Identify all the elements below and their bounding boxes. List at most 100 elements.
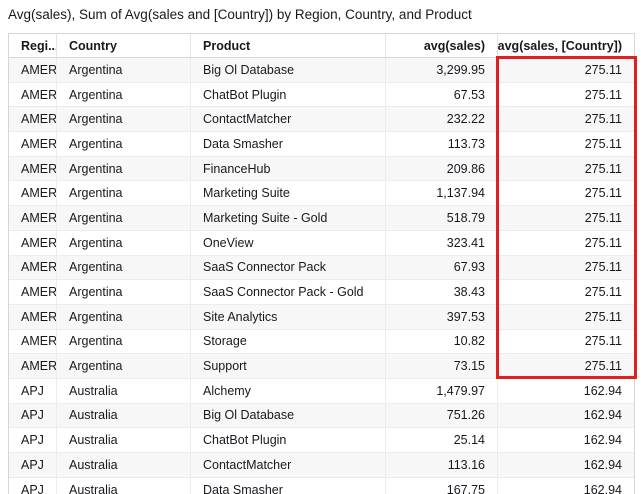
- table-cell[interactable]: Argentina: [57, 107, 191, 132]
- table-cell[interactable]: 162.94: [583, 383, 622, 398]
- table-cell[interactable]: 162.94: [583, 482, 622, 494]
- table-cell[interactable]: 275.11: [584, 186, 622, 201]
- table-cell[interactable]: Big Ol Database: [191, 403, 386, 428]
- table-cell[interactable]: 67.53: [386, 82, 498, 107]
- table-row[interactable]: APJ Australia ContactMatcher 113.16 162.94: [9, 453, 634, 478]
- table-cell[interactable]: AMER: [9, 354, 57, 378]
- table-cell[interactable]: 162.94: [583, 408, 622, 423]
- table-cell[interactable]: ChatBot Plugin: [191, 82, 386, 107]
- table-cell[interactable]: 323.41: [386, 230, 498, 255]
- table-cell[interactable]: 67.93: [386, 255, 498, 280]
- table-cell[interactable]: AMER: [9, 329, 57, 354]
- table-cell[interactable]: 113.73: [386, 132, 498, 156]
- column-header-regi[interactable]: Regi...: [9, 34, 57, 57]
- table-cell[interactable]: Storage: [191, 329, 386, 354]
- table-cell[interactable]: APJ: [9, 453, 57, 477]
- table-cell[interactable]: Big Ol Database: [191, 58, 386, 82]
- table-cell[interactable]: 275.11: [584, 359, 622, 374]
- table-row[interactable]: AMER Argentina Data Smasher 113.73 275.11: [9, 132, 634, 157]
- table-cell[interactable]: ContactMatcher: [191, 107, 386, 132]
- table-cell[interactable]: AMER: [9, 156, 57, 181]
- table-cell[interactable]: Argentina: [57, 354, 191, 378]
- table-row[interactable]: AMER Argentina Marketing Suite 1,137.94 275.…: [9, 181, 634, 207]
- table-cell[interactable]: 397.53: [386, 304, 498, 329]
- table-cell[interactable]: APJ: [9, 378, 57, 403]
- table-row[interactable]: APJ Australia Big Ol Database 751.26 162.94: [9, 403, 634, 429]
- column-header-country[interactable]: Country: [57, 34, 191, 57]
- table-row[interactable]: AMER Argentina Big Ol Database 3,299.95 275.…: [9, 58, 634, 83]
- table-row[interactable]: AMER Argentina ChatBot Plugin 67.53 275.11: [9, 82, 634, 108]
- table-cell[interactable]: 275.11: [584, 309, 622, 324]
- table-cell[interactable]: OneView: [191, 230, 386, 255]
- table-cell[interactable]: Argentina: [57, 255, 191, 280]
- table-cell[interactable]: Australia: [57, 428, 191, 452]
- column-header-avg-sales-country[interactable]: avg(sales, [Country]): [498, 38, 622, 53]
- table-row[interactable]: AMER Argentina SaaS Connector Pack 67.93 275…: [9, 255, 634, 281]
- table-cell[interactable]: Argentina: [57, 206, 191, 230]
- table-cell[interactable]: 73.15: [386, 354, 498, 378]
- table-cell[interactable]: 162.94: [583, 433, 622, 448]
- table-cell[interactable]: Data Smasher: [191, 477, 386, 494]
- table-cell[interactable]: 3,299.95: [386, 58, 498, 82]
- table-cell[interactable]: APJ: [9, 403, 57, 428]
- table-cell[interactable]: Argentina: [57, 82, 191, 107]
- table-cell[interactable]: 38.43: [386, 280, 498, 304]
- table-cell[interactable]: Argentina: [57, 181, 191, 206]
- table-cell[interactable]: 275.11: [584, 285, 622, 300]
- table-cell[interactable]: Argentina: [57, 304, 191, 329]
- table-cell[interactable]: 209.86: [386, 156, 498, 181]
- column-header-product[interactable]: Product: [191, 34, 386, 57]
- table-cell[interactable]: AMER: [9, 132, 57, 156]
- table-cell[interactable]: 162.94: [583, 457, 622, 472]
- table-cell[interactable]: Argentina: [57, 280, 191, 304]
- table-row[interactable]: AMER Argentina Support 73.15 275.11: [9, 354, 634, 379]
- table-cell[interactable]: Site Analytics: [191, 304, 386, 329]
- table-row[interactable]: AMER Argentina FinanceHub 209.86 275.11: [9, 156, 634, 182]
- table-row[interactable]: AMER Argentina OneView 323.41 275.11: [9, 230, 634, 256]
- table-cell[interactable]: APJ: [9, 428, 57, 452]
- table-cell[interactable]: 751.26: [386, 403, 498, 428]
- table-cell[interactable]: Australia: [57, 378, 191, 403]
- table-row[interactable]: AMER Argentina Storage 10.82 275.11: [9, 329, 634, 355]
- table-cell[interactable]: 275.11: [584, 87, 622, 102]
- table-cell[interactable]: Australia: [57, 453, 191, 477]
- table-cell[interactable]: Marketing Suite - Gold: [191, 206, 386, 230]
- table-cell[interactable]: 1,137.94: [386, 181, 498, 206]
- table-cell[interactable]: Argentina: [57, 156, 191, 181]
- table-cell[interactable]: Australia: [57, 477, 191, 494]
- table-row[interactable]: APJ Australia ChatBot Plugin 25.14 162.94: [9, 428, 634, 453]
- table-row[interactable]: AMER Argentina Marketing Suite - Gold 518.7…: [9, 206, 634, 231]
- table-cell[interactable]: AMER: [9, 82, 57, 107]
- table-cell[interactable]: Marketing Suite: [191, 181, 386, 206]
- table-cell[interactable]: Australia: [57, 403, 191, 428]
- table-cell[interactable]: Argentina: [57, 58, 191, 82]
- table-cell[interactable]: AMER: [9, 280, 57, 304]
- table-cell[interactable]: 25.14: [386, 428, 498, 452]
- table-cell[interactable]: SaaS Connector Pack: [191, 255, 386, 280]
- table-cell[interactable]: Argentina: [57, 329, 191, 354]
- table-row[interactable]: AMER Argentina Site Analytics 397.53 275.11: [9, 304, 634, 330]
- table-cell[interactable]: AMER: [9, 255, 57, 280]
- table-cell[interactable]: FinanceHub: [191, 156, 386, 181]
- table-row[interactable]: AMER Argentina ContactMatcher 232.22 275.11: [9, 107, 634, 133]
- table-cell[interactable]: Data Smasher: [191, 132, 386, 156]
- table-cell[interactable]: 113.16: [386, 453, 498, 477]
- table-cell[interactable]: AMER: [9, 107, 57, 132]
- table-cell[interactable]: ContactMatcher: [191, 453, 386, 477]
- table-cell[interactable]: Argentina: [57, 132, 191, 156]
- table-cell[interactable]: 232.22: [386, 107, 498, 132]
- table-cell[interactable]: 275.11: [584, 235, 622, 250]
- table-cell[interactable]: Argentina: [57, 230, 191, 255]
- table-cell[interactable]: Alchemy: [191, 378, 386, 403]
- table-cell[interactable]: 275.11: [584, 210, 622, 225]
- table-cell[interactable]: 275.11: [584, 136, 622, 151]
- table-cell[interactable]: AMER: [9, 304, 57, 329]
- table-cell[interactable]: Support: [191, 354, 386, 378]
- table-cell[interactable]: 275.11: [584, 161, 622, 176]
- table-cell[interactable]: 275.11: [584, 260, 622, 275]
- table-row[interactable]: AMER Argentina SaaS Connector Pack - Gold 3…: [9, 280, 634, 305]
- table-cell[interactable]: SaaS Connector Pack - Gold: [191, 280, 386, 304]
- table-cell[interactable]: 275.11: [584, 334, 622, 349]
- table-cell[interactable]: APJ: [9, 477, 57, 494]
- table-cell[interactable]: AMER: [9, 58, 57, 82]
